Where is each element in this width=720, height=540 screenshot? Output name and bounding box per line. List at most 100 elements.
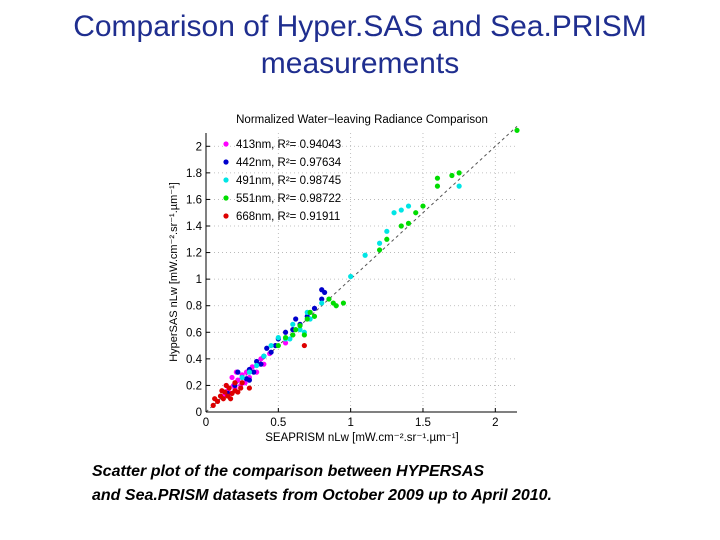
- data-point: [456, 170, 462, 176]
- legend-marker: [223, 195, 229, 201]
- x-tick-label: 2: [492, 417, 498, 429]
- data-point: [311, 305, 318, 311]
- data-point: [246, 377, 252, 383]
- data-point: [398, 223, 404, 229]
- legend-marker: [223, 141, 229, 147]
- x-tick-label: 0.5: [270, 417, 286, 429]
- data-point: [319, 296, 325, 302]
- axis-ticks: 0 0.5 1 1.5 2 0 0.2 0.4 0.6 0.8 1 1.2 1.4 1.6 1.8 2: [186, 141, 499, 429]
- chart-title: Normalized Water−leaving Radiance Compar…: [236, 114, 488, 126]
- data-point: [238, 385, 244, 391]
- data-point: [420, 203, 426, 209]
- x-tick-label: 1.5: [415, 417, 431, 429]
- y-tick-label: 0.6: [186, 327, 202, 339]
- data-point: [301, 342, 307, 349]
- data-point: [282, 340, 289, 346]
- data-point: [229, 374, 235, 381]
- data-point: [413, 210, 419, 216]
- data-point: [514, 127, 520, 133]
- data-point: [220, 396, 226, 402]
- data-point: [456, 183, 462, 189]
- data-point: [219, 388, 225, 394]
- x-axis-label: SEAPRISM nLw [mW.cm⁻².sr⁻¹.µm⁻¹]: [265, 432, 459, 444]
- data-point: [232, 380, 238, 386]
- data-point: [376, 240, 383, 246]
- data-point: [261, 353, 267, 359]
- series-3-points: [275, 127, 520, 349]
- data-point: [282, 335, 289, 341]
- data-point: [322, 289, 328, 296]
- legend-entry: 413nm, R²= 0.94043: [236, 139, 341, 151]
- data-point: [405, 203, 412, 209]
- data-point: [290, 321, 296, 327]
- data-point: [264, 345, 270, 351]
- chart-legend: 413nm, R²= 0.94043 442nm, R²= 0.97634 491n…: [223, 139, 342, 223]
- legend-entry: 491nm, R²= 0.98745: [236, 175, 341, 187]
- data-point: [258, 361, 264, 367]
- data-point: [304, 316, 310, 322]
- y-tick-label: 1.4: [186, 221, 203, 233]
- slide-title-line-2: measurements: [260, 47, 460, 80]
- data-point: [254, 358, 260, 365]
- data-point: [210, 402, 216, 408]
- data-point: [376, 247, 383, 253]
- data-point: [254, 362, 260, 369]
- data-point: [268, 342, 274, 349]
- caption-line-1: Scatter plot of the comparison between H…: [92, 463, 485, 480]
- data-point: [212, 396, 218, 402]
- y-tick-label: 1: [196, 274, 202, 286]
- data-point: [235, 369, 241, 375]
- y-tick-label: 0: [196, 407, 202, 419]
- data-point: [293, 316, 299, 322]
- data-point: [449, 172, 455, 179]
- data-point: [227, 396, 234, 402]
- data-point: [275, 342, 281, 349]
- data-point: [434, 175, 441, 181]
- data-point: [348, 273, 354, 280]
- y-axis-label: HyperSAS nLw [mW.cm⁻².sr⁻¹.µm⁻¹]: [168, 182, 180, 362]
- data-point: [239, 374, 245, 381]
- data-point: [434, 183, 441, 189]
- caption-line-2: and Sea.PRISM datasets from October 2009…: [92, 487, 552, 504]
- data-points: [210, 127, 520, 408]
- y-tick-label: 1.2: [186, 248, 202, 260]
- data-point: [297, 327, 303, 333]
- data-point: [235, 389, 241, 395]
- data-point: [287, 336, 293, 342]
- data-point: [311, 313, 318, 319]
- x-tick-label: 0: [203, 417, 209, 429]
- slide-title: Comparison of Hyper.SAS and Sea.PRISM me…: [0, 8, 720, 82]
- series-4-points: [210, 342, 307, 408]
- y-tick-label: 1.6: [186, 194, 202, 206]
- legend-marker: [223, 159, 229, 165]
- data-point: [405, 220, 412, 226]
- data-point: [319, 300, 325, 306]
- series-1-points: [225, 287, 328, 396]
- data-point: [290, 332, 296, 338]
- legend-marker: [223, 177, 229, 183]
- data-point: [391, 210, 397, 216]
- figure-caption: Scatter plot of the comparison between H…: [92, 460, 692, 508]
- data-point: [268, 349, 274, 355]
- data-point: [246, 385, 252, 391]
- legend-entry: 442nm, R²= 0.97634: [236, 157, 342, 169]
- y-tick-label: 2: [196, 141, 202, 153]
- data-point: [307, 309, 313, 315]
- data-point: [384, 228, 390, 234]
- y-tick-label: 1.8: [186, 168, 202, 180]
- y-tick-label: 0.8: [186, 301, 202, 313]
- one-to-one-reference-line: [205, 125, 518, 413]
- data-point: [246, 369, 252, 375]
- data-point: [223, 382, 229, 389]
- data-point: [282, 329, 289, 335]
- scatter-chart: Normalized Water−leaving Radiance Compar…: [168, 114, 520, 444]
- y-tick-label: 0.4: [186, 354, 203, 366]
- data-point: [333, 303, 339, 309]
- chart-grid: [206, 133, 517, 412]
- legend-marker: [223, 213, 229, 219]
- x-tick-label: 1: [347, 417, 353, 429]
- data-point: [326, 296, 332, 302]
- data-point: [297, 323, 303, 329]
- data-point: [398, 207, 404, 213]
- legend-entry: 668nm, R²= 0.91911: [236, 211, 340, 223]
